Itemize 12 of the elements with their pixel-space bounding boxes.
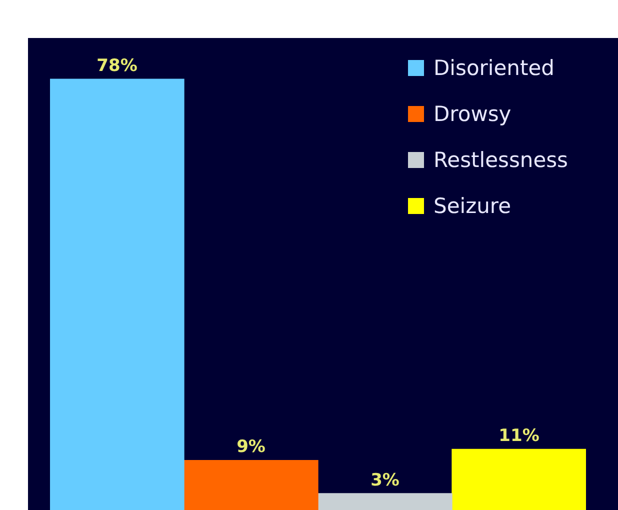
legend-label: Seizure bbox=[434, 194, 512, 218]
legend-label: Restlessness bbox=[434, 148, 568, 172]
legend-label: Disoriented bbox=[434, 56, 554, 80]
bar bbox=[318, 493, 452, 510]
bar bbox=[184, 460, 318, 510]
data-label: 11% bbox=[498, 426, 540, 446]
data-label: 9% bbox=[236, 437, 266, 458]
bar bbox=[452, 448, 586, 510]
bar bbox=[50, 78, 184, 510]
legend-label: Drowsy bbox=[434, 102, 512, 126]
data-label: 78% bbox=[96, 56, 138, 76]
data-label: 3% bbox=[370, 470, 400, 490]
